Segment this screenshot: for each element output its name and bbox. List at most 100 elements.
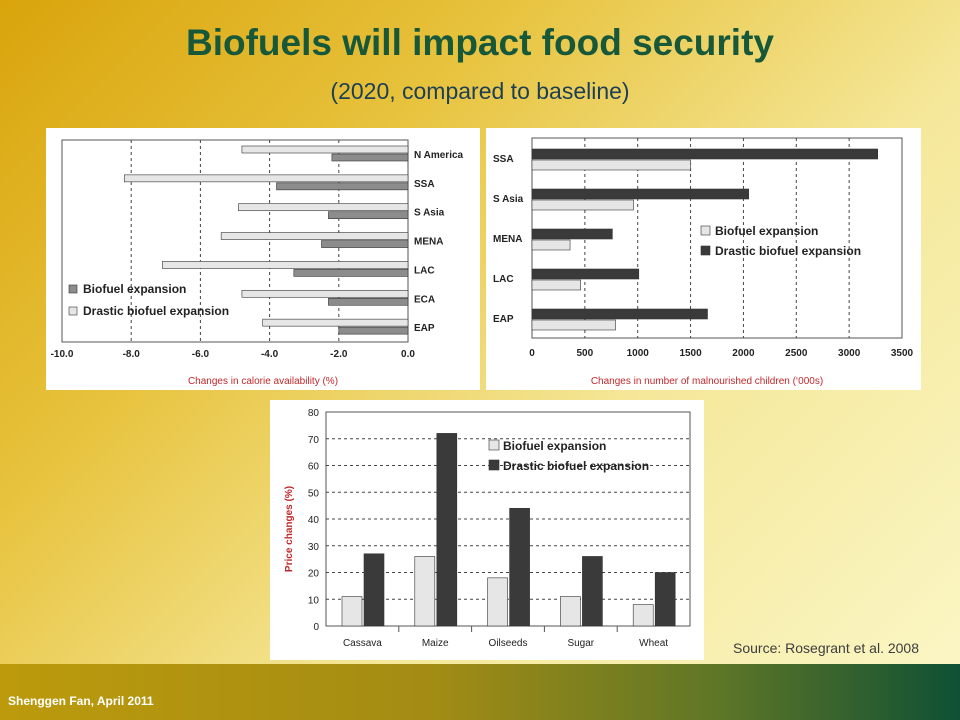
price-chart-panel: 0 10 20 30 40 50 60 70 80 Cassava Maize Oilseeds Sug… — [270, 400, 704, 660]
slide-subtitle: (2020, compared to baseline) — [330, 78, 630, 104]
x-tick-label: 2500 — [785, 348, 808, 359]
x-tick-label: 0 — [529, 348, 535, 359]
x-tick-label: -10.0 — [51, 349, 74, 360]
bar — [341, 596, 363, 627]
bar — [531, 268, 640, 280]
y-axis-title: Price changes (%) — [284, 486, 295, 572]
bar — [531, 188, 750, 200]
category-label: Wheat — [639, 638, 668, 649]
bar — [262, 318, 409, 327]
legend-label: Biofuel expansion — [715, 224, 818, 238]
legend-swatch — [488, 459, 500, 471]
bar — [241, 289, 409, 298]
bar — [531, 279, 581, 291]
x-tick-label: 0.0 — [401, 349, 415, 360]
bar — [632, 604, 654, 627]
x-tick-label: -2.0 — [330, 349, 348, 360]
legend-label: Biofuel expansion — [503, 439, 606, 453]
x-tick-label: -4.0 — [261, 349, 279, 360]
x-tick-label: -8.0 — [123, 349, 141, 360]
legend-swatch — [68, 284, 78, 294]
category-label: Sugar — [567, 638, 594, 649]
y-tick-label: 30 — [308, 542, 320, 553]
calorie-chart-panel: -10.0 -8.0 -6.0 -4.0 -2.0 0.0 N America SSA S As… — [46, 128, 480, 390]
x-axis-title: Changes in calorie availability (%) — [188, 376, 338, 387]
x-tick-label: 1000 — [627, 348, 650, 359]
bar — [328, 297, 409, 306]
legend-swatch — [488, 439, 500, 451]
y-tick-label: 40 — [308, 515, 320, 526]
x-tick-label: 3000 — [838, 348, 861, 359]
bar — [363, 553, 385, 627]
bar — [531, 228, 613, 240]
bar — [321, 240, 409, 248]
category-label: Maize — [422, 638, 449, 649]
footer-bar: Shenggen Fan, April 2011 — [0, 664, 960, 720]
bar — [293, 269, 409, 277]
category-label: N America — [414, 150, 464, 161]
legend-swatch — [68, 306, 78, 316]
y-tick-label: 10 — [308, 595, 320, 606]
bar — [531, 159, 691, 171]
bar — [241, 145, 409, 154]
category-label: Cassava — [343, 638, 382, 649]
legend-swatch — [700, 225, 711, 236]
calorie-chart: -10.0 -8.0 -6.0 -4.0 -2.0 0.0 N America SSA S As… — [51, 139, 464, 387]
x-tick-label: 2000 — [732, 348, 755, 359]
legend-label: Drastic biofuel expansion — [715, 244, 861, 258]
source-citation: Source: Rosegrant et al. 2008 — [733, 640, 920, 656]
bar — [331, 153, 409, 162]
category-label: LAC — [414, 265, 435, 276]
category-label: S Asia — [493, 194, 524, 205]
bar — [654, 572, 676, 627]
legend-label: Drastic biofuel expansion — [83, 304, 229, 318]
bar — [123, 174, 409, 183]
y-tick-label: 80 — [308, 408, 320, 419]
bar — [487, 577, 508, 627]
x-tick-label: 1500 — [679, 348, 702, 359]
bar — [509, 508, 530, 627]
bar — [531, 319, 616, 331]
bar — [582, 556, 603, 627]
bar — [560, 596, 581, 627]
price-chart: 0 10 20 30 40 50 60 70 80 Cassava Maize Oilseeds Sug… — [284, 408, 691, 649]
legend-label: Biofuel expansion — [83, 282, 186, 296]
bar — [276, 182, 409, 191]
y-tick-label: 50 — [308, 488, 320, 499]
bar — [414, 556, 436, 627]
category-label: ECA — [414, 294, 435, 305]
category-label: LAC — [493, 274, 514, 285]
category-label: MENA — [414, 237, 443, 248]
malnourished-chart-panel: 0 500 1000 1500 2000 2500 3000 3500 SSA S Asia MEN… — [486, 128, 921, 390]
bar — [162, 261, 409, 269]
bar — [238, 203, 409, 212]
category-label: Oilseeds — [489, 638, 528, 649]
x-tick-label: 3500 — [891, 348, 914, 359]
author-credit: Shenggen Fan, April 2011 — [8, 694, 154, 708]
x-axis-title: Changes in number of malnourished childr… — [591, 376, 823, 387]
slide-title: Biofuels will impact food security — [186, 22, 774, 63]
legend-label: Drastic biofuel expansion — [503, 459, 649, 473]
bar — [531, 148, 878, 160]
bar — [531, 308, 708, 320]
legend-swatch — [700, 245, 711, 256]
malnourished-chart: 0 500 1000 1500 2000 2500 3000 3500 SSA S Asia MEN… — [493, 137, 914, 387]
bar — [328, 211, 409, 220]
category-label: SSA — [493, 154, 514, 165]
x-tick-label: -6.0 — [192, 349, 210, 360]
x-tick-label: 500 — [577, 348, 594, 359]
y-tick-label: 70 — [308, 435, 320, 446]
bar — [338, 326, 409, 335]
category-label: EAP — [493, 314, 514, 325]
category-label: SSA — [414, 179, 435, 190]
y-tick-label: 20 — [308, 569, 320, 580]
y-tick-label: 0 — [313, 622, 319, 633]
bar — [220, 232, 409, 240]
category-label: S Asia — [414, 208, 445, 219]
bar — [531, 199, 634, 211]
bar — [531, 239, 571, 251]
category-label: MENA — [493, 234, 522, 245]
category-label: EAP — [414, 323, 435, 334]
bar — [436, 433, 458, 627]
y-tick-label: 60 — [308, 462, 320, 473]
